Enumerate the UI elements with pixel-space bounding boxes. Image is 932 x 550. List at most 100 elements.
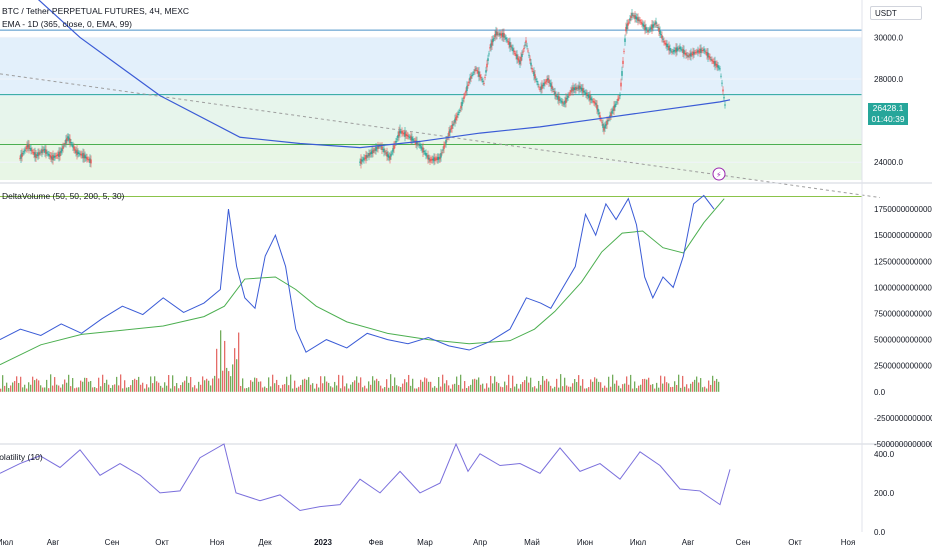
- volume-bar: [176, 383, 178, 392]
- candle-body: [467, 84, 469, 86]
- volume-bar: [540, 384, 542, 392]
- candle-body: [565, 97, 567, 103]
- volume-bar: [438, 377, 440, 392]
- candle-body: [59, 151, 61, 157]
- candle-body: [652, 24, 654, 28]
- volume-bar: [618, 385, 620, 392]
- candle-body: [654, 23, 656, 25]
- candle-body: [419, 145, 421, 147]
- candle-body: [494, 34, 496, 38]
- volume-bar: [92, 387, 94, 392]
- volume-bar: [664, 376, 666, 392]
- volume-bar: [140, 384, 142, 392]
- candle-body: [484, 77, 486, 78]
- x-tick-label: Авг: [682, 538, 695, 547]
- currency-selector[interactable]: USDT: [870, 6, 922, 20]
- volume-bar: [550, 385, 552, 392]
- volume-bar: [396, 385, 398, 392]
- candle-body: [78, 152, 80, 154]
- volume-bar: [624, 383, 626, 392]
- candle-body: [682, 48, 684, 53]
- volume-bar: [310, 384, 312, 392]
- candle-body: [367, 155, 369, 157]
- volume-bar: [452, 384, 454, 392]
- candle-body: [374, 148, 376, 151]
- volume-bar: [172, 375, 174, 392]
- volume-bar: [398, 386, 400, 392]
- candle-body: [451, 124, 453, 129]
- volume-bar: [470, 384, 472, 392]
- candle-body: [624, 38, 626, 42]
- volume-bar: [524, 380, 526, 392]
- candle-body: [582, 88, 584, 93]
- candle-body: [452, 123, 454, 126]
- volume-bar: [28, 382, 30, 392]
- candle-body: [375, 147, 377, 151]
- candle-body: [537, 83, 539, 85]
- volume-bar: [646, 379, 648, 392]
- volume-bar: [490, 375, 492, 392]
- volume-bar: [12, 382, 14, 392]
- volume-bar: [288, 385, 290, 392]
- candle-body: [39, 152, 41, 154]
- volume-bar: [642, 379, 644, 392]
- candle-body: [714, 61, 716, 66]
- candle-body: [628, 21, 630, 23]
- volume-bar: [688, 388, 690, 392]
- candle-body: [559, 99, 561, 101]
- candle-body: [63, 145, 65, 147]
- volume-bar: [520, 384, 522, 392]
- volume-bar: [86, 377, 88, 392]
- candle-body: [55, 155, 57, 157]
- volume-bar: [342, 375, 344, 392]
- candle-body: [629, 18, 631, 21]
- symbol-title: BTC / Tether PERPETUAL FUTURES, 4Ч, MEXC: [2, 6, 190, 16]
- x-tick-label: Май: [524, 538, 540, 547]
- candle-body: [469, 77, 471, 81]
- volume-bar: [484, 388, 486, 392]
- lightning-icon[interactable]: [712, 167, 726, 181]
- volume-bar: [258, 381, 260, 392]
- volume-bar: [290, 374, 292, 392]
- volume-bar: [312, 383, 314, 392]
- candle-body: [621, 71, 623, 76]
- volume-bar: [244, 388, 246, 392]
- volume-bar: [70, 386, 72, 392]
- candle-body: [517, 57, 519, 60]
- candle-body: [655, 21, 657, 25]
- volume-bar: [640, 384, 642, 392]
- y-tick-label: 17500000000000000.0: [874, 205, 932, 214]
- volume-bar: [418, 387, 420, 392]
- candle-body: [562, 102, 564, 104]
- volume-bar: [488, 387, 490, 392]
- volume-bar: [422, 381, 424, 392]
- candle-body: [420, 146, 422, 148]
- volume-bar: [692, 381, 694, 392]
- volume-bar: [508, 374, 510, 392]
- volume-bar: [158, 382, 160, 392]
- volume-bar: [500, 386, 502, 392]
- volume-bar: [102, 374, 104, 392]
- volume-bar: [80, 380, 82, 392]
- y-tick-label: 0.0: [874, 528, 886, 537]
- volume-bar: [234, 348, 236, 392]
- candle-body: [499, 32, 501, 36]
- candle-body: [584, 92, 586, 94]
- candle-body: [443, 145, 445, 150]
- candle-body: [719, 68, 721, 70]
- candle-body: [609, 115, 611, 118]
- volume-bar: [116, 376, 118, 392]
- candle-body: [413, 140, 415, 142]
- price-candles: [19, 9, 726, 169]
- candle-body: [622, 60, 624, 64]
- y-tick-label: 400.0: [874, 450, 895, 459]
- volume-bar: [124, 380, 126, 392]
- volume-bar: [264, 386, 266, 392]
- volume-bar: [356, 376, 358, 392]
- candle-body: [587, 94, 589, 97]
- volume-bar: [4, 385, 6, 392]
- candle-body: [495, 31, 497, 36]
- volume-bar: [608, 376, 610, 392]
- volume-bar: [336, 385, 338, 392]
